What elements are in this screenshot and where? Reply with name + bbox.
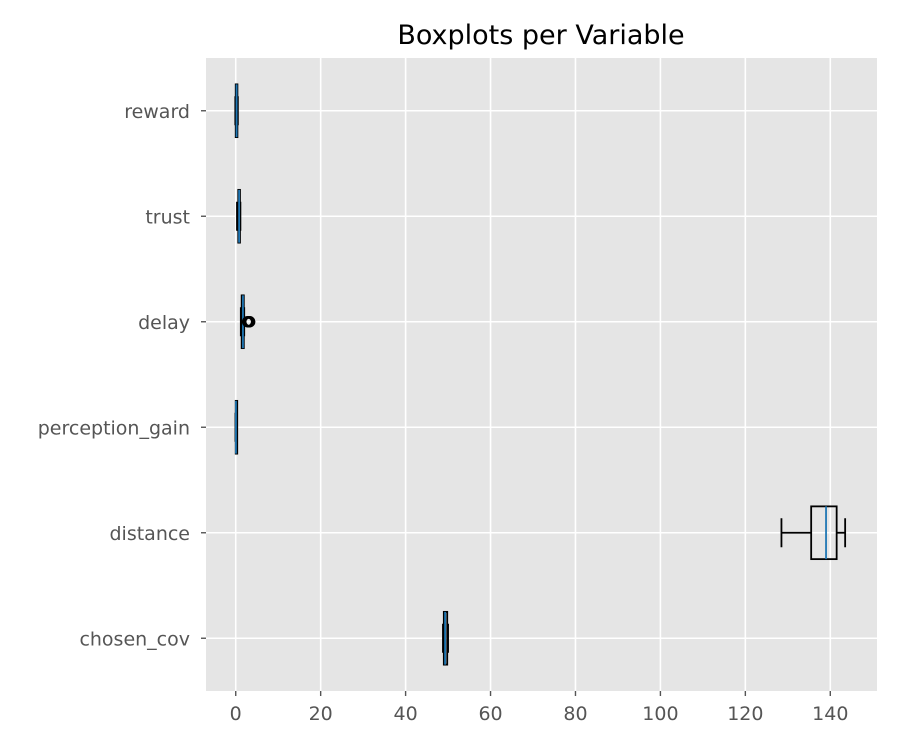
- x-tick-label: 60: [478, 703, 502, 725]
- x-tick-label: 80: [563, 703, 587, 725]
- y-tick-label-chosen-cov: chosen_cov: [79, 628, 190, 650]
- x-tick-label: 40: [394, 703, 418, 725]
- boxplot-delay: [239, 294, 256, 350]
- box-layer: [234, 83, 847, 666]
- x-tick-label: 0: [230, 703, 242, 725]
- box-iqr: [810, 505, 838, 561]
- grid-layer: [206, 58, 877, 691]
- y-tick-label-delay: delay: [138, 312, 190, 334]
- x-tick-label: 100: [642, 703, 678, 725]
- boxplot-chosen-cov: [442, 610, 449, 666]
- outlier-point: [244, 316, 256, 328]
- boxplot-distance: [780, 505, 847, 561]
- boxplot-trust: [236, 188, 242, 244]
- boxplot-reward: [234, 83, 239, 139]
- boxplot-perception-gain: [234, 399, 239, 455]
- y-tick-label-reward: reward: [124, 101, 190, 123]
- y-tick-label-trust: trust: [145, 206, 190, 228]
- y-tick-label-perception-gain: perception_gain: [38, 417, 190, 439]
- chart-title: Boxplots per Variable: [397, 20, 684, 51]
- y-tick-label-distance: distance: [109, 523, 190, 545]
- x-tick-label: 20: [309, 703, 333, 725]
- axis-layer: 0 20 40 60 80 100 120 140 reward trust delay percep…: [38, 101, 849, 725]
- plot-area: [206, 58, 877, 691]
- x-tick-label: 140: [812, 703, 848, 725]
- x-tick-label: 120: [727, 703, 763, 725]
